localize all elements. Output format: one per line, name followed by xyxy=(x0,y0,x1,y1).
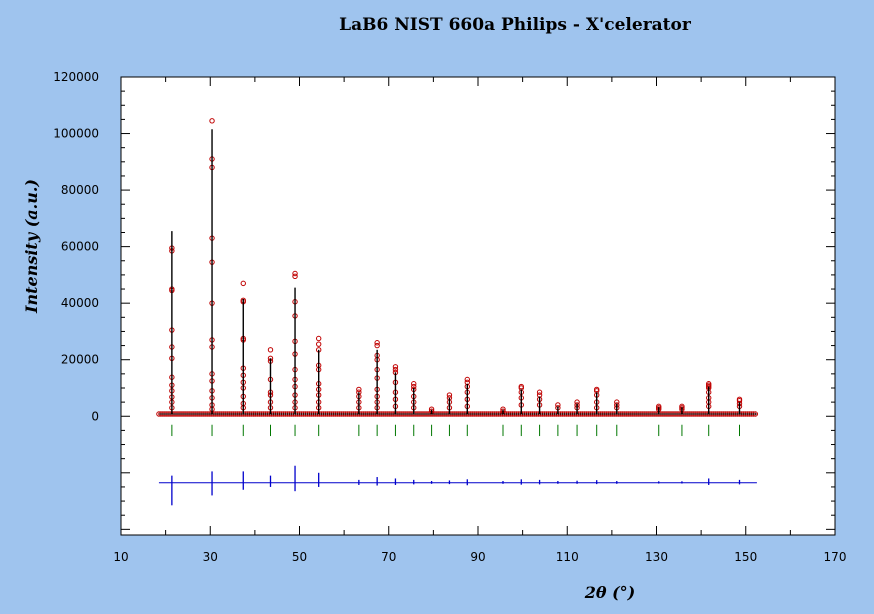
y-tick-label: 0 xyxy=(91,409,99,423)
observed-point xyxy=(209,118,215,124)
x-tick-label: 170 xyxy=(824,550,847,564)
observed-point xyxy=(374,340,380,346)
calculated-curve xyxy=(158,129,757,415)
x-tick-label: 150 xyxy=(734,550,757,564)
x-tick-label: 130 xyxy=(645,550,668,564)
observed-point xyxy=(392,366,399,373)
observed-point xyxy=(374,342,380,349)
observed-point xyxy=(356,386,362,393)
observed-point xyxy=(240,280,246,287)
y-tick-label: 60000 xyxy=(61,240,99,254)
observed-point xyxy=(536,389,543,395)
observed-point xyxy=(446,392,453,398)
observed-point xyxy=(292,270,298,277)
x-axis-label: 2θ (°) xyxy=(584,583,636,602)
y-axis-label: Intensity (a.u.) xyxy=(22,179,41,314)
observed-point xyxy=(292,273,298,280)
y-tick-label: 20000 xyxy=(61,353,99,367)
observed-point xyxy=(267,347,274,353)
y-tick-labels: 0 20000 40000 60000 80000 100000 120000 xyxy=(53,70,99,423)
x-tick-label: 50 xyxy=(292,550,307,564)
axis-ticks xyxy=(120,76,836,535)
y-tick-label: 100000 xyxy=(53,127,99,141)
y-tick-label: 40000 xyxy=(61,296,99,310)
y-tick-label: 80000 xyxy=(61,183,99,197)
y-tick-label: 120000 xyxy=(53,70,99,84)
x-tick-labels: 10 30 50 70 90 110 130 150 170 xyxy=(113,550,846,564)
x-tick-label: 10 xyxy=(113,550,128,564)
observed-point xyxy=(392,364,399,370)
x-tick-label: 30 xyxy=(203,550,218,564)
reflection-ticks xyxy=(171,424,741,437)
x-tick-label: 110 xyxy=(556,550,579,564)
x-tick-label: 70 xyxy=(381,550,396,564)
x-tick-label: 90 xyxy=(470,550,485,564)
observed-point xyxy=(315,341,322,347)
observed-point xyxy=(411,381,417,387)
difference-curve xyxy=(158,465,757,506)
plot-area xyxy=(120,76,836,536)
observed-point xyxy=(315,335,322,342)
observed-point xyxy=(464,376,470,383)
chart-title: LaB6 NIST 660a Philips - X'celerator xyxy=(339,15,692,35)
